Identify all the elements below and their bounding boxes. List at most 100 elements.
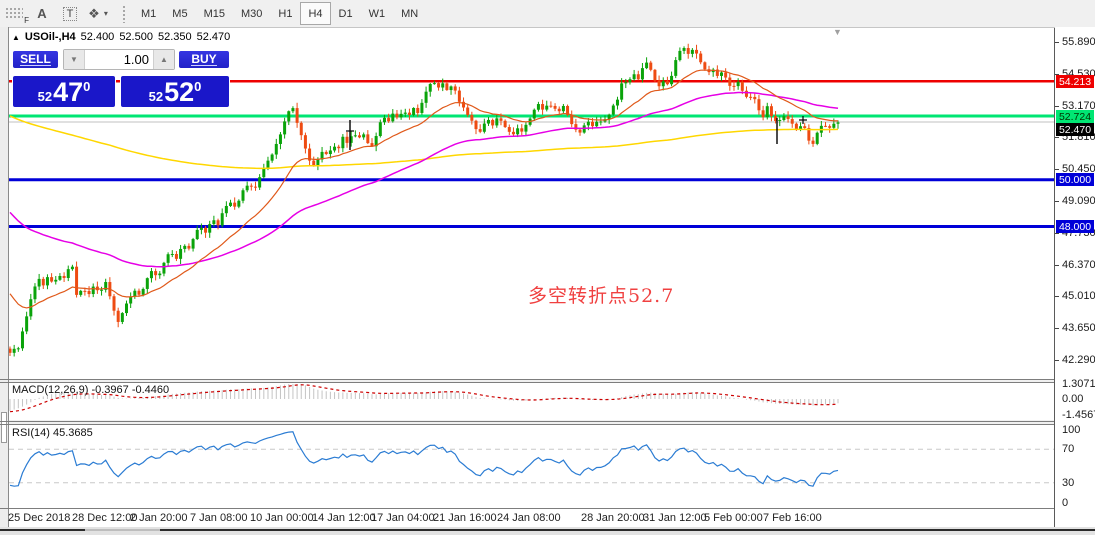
left-gutter (0, 27, 9, 535)
time-tick-label: 7 Feb 16:00 (763, 512, 822, 524)
pane-separator[interactable] (0, 379, 1095, 380)
toolbar: F A T ❖ ▾ M1 M5 M15 M30 H1 H4 D1 W1 MN (0, 0, 1095, 28)
price-tick (1055, 200, 1059, 202)
time-tick-label: 28 Dec 12:00 (72, 512, 138, 524)
timeframe-button-m15[interactable]: M15 (203, 7, 225, 20)
macd-label: MACD(12,26,9) -0.3967 -0.4460 (12, 384, 170, 396)
price-tick (1055, 296, 1059, 298)
scrollbar-gap (85, 529, 160, 531)
macd-pane[interactable] (9, 383, 1054, 420)
price-tick (1055, 264, 1059, 266)
price-tick-label: 42.290 (1062, 353, 1095, 366)
timeframe-button-m5[interactable]: M5 (172, 7, 188, 20)
collapse-icon[interactable]: ▲ (12, 32, 20, 42)
price-tick (1055, 42, 1059, 43)
volume-increase-button[interactable]: ▲ (153, 50, 174, 69)
price-tick (1055, 359, 1059, 361)
quote-low: 52.350 (157, 31, 192, 43)
price-tick-label: 53.170 (1062, 99, 1095, 112)
quote-close: 52.470 (196, 31, 231, 43)
grid-icon: F (5, 7, 29, 25)
scrollbar-segment (160, 529, 1095, 531)
price-tick-label: 50.450 (1062, 163, 1095, 176)
time-tick-label: 28 Jan 20:00 (581, 512, 645, 524)
chart-grid-tool-button[interactable]: F (2, 3, 29, 25)
time-tick-label: 21 Jan 16:00 (433, 512, 497, 524)
timeframe-button-w1[interactable]: W1 (368, 7, 386, 20)
macd-axis-label: -1.4567 (1062, 409, 1095, 422)
timeframe-button-h1[interactable]: H1 (278, 7, 293, 20)
candlestick-chart (9, 43, 1054, 357)
time-tick-label: 2 Jan 20:00 (130, 512, 188, 524)
text-box-icon: T (62, 6, 78, 21)
price-tick (1055, 232, 1059, 234)
price-axis-border (1054, 28, 1055, 527)
timeframe-button-m30[interactable]: M30 (240, 7, 263, 20)
price-level-label: 48.000 (1056, 220, 1094, 233)
price-tick (1055, 169, 1059, 171)
price-tick (1055, 105, 1059, 107)
symbol-label: USOil-,H4 (24, 31, 76, 43)
volume-input[interactable] (85, 50, 153, 69)
time-tick-label: 7 Jan 08:00 (190, 512, 248, 524)
text-label-tool-button[interactable]: A (30, 3, 54, 24)
time-axis[interactable]: 25 Dec 2018 28 Dec 12:00 2 Jan 20:00 7 Jan … (8, 509, 1054, 527)
pane-separator[interactable] (0, 421, 1095, 422)
volume-decrease-button[interactable]: ▼ (64, 50, 85, 69)
time-tick-label: 10 Jan 00:00 (250, 512, 314, 524)
timeframe-button-mn[interactable]: MN (401, 7, 419, 20)
quote-open: 52.400 (80, 31, 115, 43)
price-tick (1055, 137, 1059, 139)
rsi-axis-label: 30 (1062, 476, 1075, 489)
toolbar-grip[interactable] (122, 4, 127, 23)
price-level-label: 50.000 (1056, 173, 1094, 186)
scrollbar-segment (0, 529, 85, 531)
macd-axis-label: 1.3071 (1062, 378, 1095, 391)
chart-annotation: 多空转折点52.7 (528, 285, 675, 307)
pane-separator (0, 424, 1095, 425)
timeframe-button-m1[interactable]: M1 (141, 7, 157, 20)
price-level-label: 52.470 (1056, 123, 1094, 136)
rsi-axis-label: 70 (1062, 443, 1075, 456)
price-tick (1055, 328, 1059, 330)
scroll-end-icon: ▼ (833, 27, 842, 37)
price-level-label: 52.724 (1056, 110, 1094, 123)
objects-tool-button[interactable]: ❖ ▾ (86, 3, 110, 24)
rsi-axis-label: 100 (1062, 424, 1081, 436)
macd-axis-label: 0.00 (1062, 393, 1084, 405)
volume-stepper: ▼ ▲ (63, 49, 175, 70)
price-level-label: 54.213 (1056, 75, 1094, 88)
bottom-scrollbar[interactable] (0, 527, 1095, 535)
price-tick-label: 46.370 (1062, 258, 1095, 271)
chevron-down-icon: ▾ (103, 9, 108, 18)
sell-price-display[interactable]: 52 47 0 (12, 75, 116, 108)
buy-button[interactable]: BUY (178, 50, 230, 69)
rsi-label: RSI(14) 45.3685 (12, 427, 93, 439)
macd-chart (9, 384, 839, 413)
time-tick-label: 14 Jan 12:00 (312, 512, 376, 524)
letter-a-icon: A (37, 6, 47, 21)
timeframe-buttons: M1 M5 M15 M30 H1 H4 D1 W1 MN (133, 2, 426, 25)
sell-button[interactable]: SELL (12, 50, 59, 69)
rsi-axis-label: 0 (1062, 497, 1069, 509)
time-tick-label: 17 Jan 04:00 (371, 512, 435, 524)
timeframe-button-d1[interactable]: D1 (338, 7, 353, 20)
quote-high: 52.500 (119, 31, 153, 43)
timeframe-button-h4[interactable]: H4 (300, 2, 331, 25)
price-axis[interactable]: 55.89054.53053.17051.81050.45049.09047.7… (1055, 27, 1095, 527)
time-tick-label: 31 Jan 12:00 (643, 512, 707, 524)
time-tick-label: 5 Feb 00:00 (704, 512, 763, 524)
pane-resize-handle[interactable] (1, 412, 7, 443)
quote-header: ▲ USOil-,H4 52.400 52.500 52.350 52.470 (12, 31, 230, 43)
rsi-pane[interactable] (9, 425, 1054, 508)
objects-icon: ❖ (88, 5, 100, 21)
time-tick-label: 25 Dec 2018 (8, 512, 71, 524)
price-tick-label: 49.090 (1062, 194, 1095, 207)
price-tick-label: 43.650 (1062, 322, 1095, 335)
rsi-chart (9, 431, 1054, 487)
time-tick-label: 24 Jan 08:00 (497, 512, 561, 524)
price-tick-label: 55.890 (1062, 36, 1095, 48)
buy-price-display[interactable]: 52 52 0 (120, 75, 230, 108)
text-box-tool-button[interactable]: T (58, 3, 82, 24)
